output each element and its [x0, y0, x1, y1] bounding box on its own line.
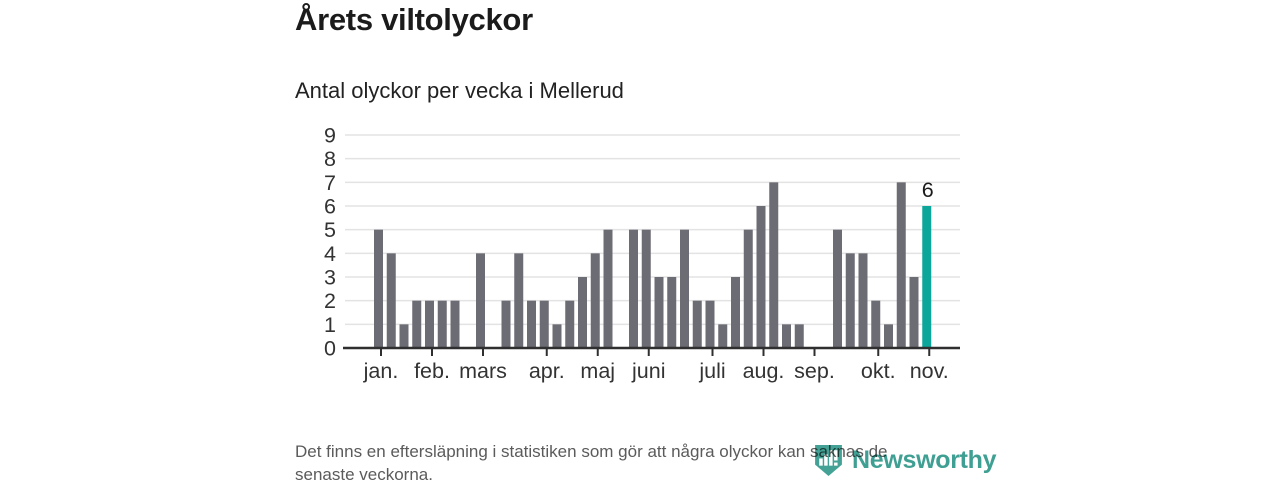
- bar-week-14: [539, 300, 549, 348]
- y-axis-label-3: 3: [324, 266, 336, 290]
- bar-week-31: [756, 206, 766, 348]
- bar-week-9: [476, 253, 485, 348]
- bar-week-25: [680, 229, 689, 348]
- bar-week-39: [858, 253, 868, 348]
- bar-week-29: [731, 277, 740, 348]
- bar-week-32: [769, 182, 779, 348]
- y-axis-label-4: 4: [324, 242, 336, 266]
- x-axis-label-maj: maj: [580, 359, 615, 383]
- y-axis-label-0: 0: [324, 337, 336, 361]
- footer-note: Det finns en eftersläpning i statistiken…: [295, 440, 995, 486]
- bar-week-12: [514, 253, 524, 348]
- y-axis-label-1: 1: [324, 313, 336, 337]
- x-axis-label-nov: nov.: [910, 359, 949, 383]
- bar-week-2: [386, 253, 396, 348]
- bar-week-43: [909, 277, 919, 348]
- y-axis-label-8: 8: [324, 147, 336, 171]
- page-title: Årets viltolyckor: [295, 2, 533, 37]
- bar-week-18: [590, 253, 600, 348]
- y-axis-label-5: 5: [324, 218, 336, 242]
- bar-week-17: [578, 277, 587, 348]
- bar-week-16: [565, 300, 575, 348]
- bar-week-41: [884, 324, 893, 348]
- y-axis-label-9: 9: [324, 124, 336, 148]
- bar-week-19: [603, 229, 613, 348]
- bar-week-21: [629, 229, 638, 348]
- x-axis-label-okt: okt.: [861, 359, 896, 383]
- bar-week-27: [705, 300, 715, 348]
- x-axis-label-apr: apr.: [529, 359, 565, 383]
- footer-note-line2: senaste veckorna.: [295, 465, 433, 484]
- bar-week-15: [552, 324, 562, 348]
- highlight-value-label: 6: [922, 178, 934, 202]
- bar-week-7: [450, 300, 460, 348]
- y-axis-label-7: 7: [324, 171, 336, 195]
- bar-week-44-highlight: [922, 206, 932, 348]
- bar-week-1: [374, 229, 383, 348]
- bar-week-33: [782, 324, 791, 348]
- bar-week-42: [896, 182, 906, 348]
- newsworthy-wordmark: Newsworthy: [852, 446, 997, 474]
- bar-week-3: [399, 324, 409, 348]
- x-axis-label-feb: feb.: [414, 359, 450, 383]
- bar-week-26: [692, 300, 702, 348]
- y-axis-label-2: 2: [324, 289, 336, 313]
- bar-week-4: [412, 300, 422, 348]
- chart-subtitle: Antal olyckor per vecka i Mellerud: [295, 78, 624, 103]
- x-axis-label-jan: jan.: [363, 359, 399, 383]
- x-axis-label-juli: juli: [698, 359, 725, 383]
- bar-week-37: [833, 229, 842, 348]
- bar-week-13: [527, 300, 536, 348]
- bar-week-28: [718, 324, 728, 348]
- newsworthy-logo: Newsworthy: [812, 444, 997, 477]
- bar-week-22: [641, 229, 651, 348]
- x-axis-label-sep: sep.: [794, 359, 835, 383]
- y-axis-label-6: 6: [324, 195, 336, 219]
- bar-week-5: [425, 300, 434, 348]
- newsworthy-shield-barchart-icon: [815, 445, 842, 476]
- bar-week-11: [501, 300, 511, 348]
- bar-week-34: [794, 324, 804, 348]
- bar-week-30: [743, 229, 753, 348]
- footer-note-line1: Det finns en eftersläpning i statistiken…: [295, 442, 888, 461]
- x-axis-label-juni: juni: [631, 359, 665, 383]
- bar-week-40: [871, 300, 881, 348]
- bar-week-23: [654, 277, 664, 348]
- bar-week-24: [667, 277, 677, 348]
- x-axis-label-aug: aug.: [743, 359, 785, 383]
- bar-week-38: [845, 253, 855, 348]
- bar-week-6: [437, 300, 447, 348]
- x-axis-label-mars: mars: [459, 359, 507, 383]
